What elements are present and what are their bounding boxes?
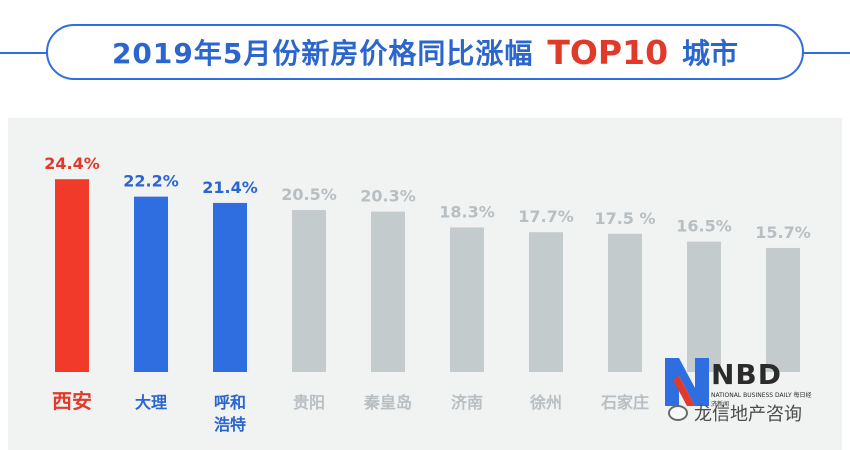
bar-2	[134, 196, 168, 372]
category-label-2: 大理	[135, 393, 167, 412]
category-label-7: 徐州	[529, 393, 562, 412]
bar-3	[213, 202, 247, 372]
wechat-icon	[668, 405, 688, 421]
value-label-5: 20.3%	[360, 187, 416, 206]
bar-10	[766, 247, 800, 372]
category-label-5: 秦皇岛	[363, 393, 412, 412]
value-label-1: 24.4%	[44, 154, 100, 173]
category-label-8: 石家庄	[600, 393, 649, 412]
bar-5	[371, 211, 405, 372]
bar-7	[529, 232, 563, 372]
value-label-4: 20.5%	[281, 185, 337, 204]
nbd-logo-text: NBD	[711, 358, 783, 391]
title-divider-right	[790, 52, 850, 54]
value-label-6: 18.3%	[439, 202, 495, 221]
category-label-3-line-2: 浩特	[214, 415, 246, 434]
value-label-3: 21.4%	[202, 178, 258, 197]
value-label-9: 16.5%	[676, 217, 732, 236]
value-label-8: 17.5 %	[594, 209, 655, 228]
bar-6	[450, 227, 484, 372]
value-label-2: 22.2%	[123, 172, 179, 191]
value-label-10: 15.7%	[755, 223, 811, 242]
chart-title-suffix: 城市	[682, 37, 739, 70]
watermark-text: 龙信地产咨询	[694, 404, 802, 425]
title-pill: 2019年5月份新房价格同比涨幅 TOP10 城市	[46, 24, 804, 80]
bar-1	[55, 179, 89, 372]
title-banner: 2019年5月份新房价格同比涨幅 TOP10 城市	[0, 0, 850, 110]
watermark: 龙信地产咨询	[668, 398, 802, 428]
value-label-7: 17.7%	[518, 207, 574, 226]
chart-title-accent: TOP10	[547, 32, 669, 72]
title-divider-left	[0, 52, 60, 54]
nbd-logo: NBD NATIONAL BUSINESS DAILY 每日经济新闻	[665, 358, 815, 408]
category-label-1: 西安	[52, 389, 92, 413]
category-label-4: 贵阳	[293, 393, 325, 412]
category-label-3-line-1: 呼和	[214, 393, 246, 412]
bar-8	[608, 233, 642, 372]
bar-9	[687, 241, 721, 372]
chart-title: 2019年5月份新房价格同比涨幅	[111, 37, 534, 70]
category-label-6: 济南	[451, 393, 483, 412]
nbd-logo-subtext: NATIONAL BUSINESS DAILY 每日经济新闻	[711, 392, 812, 408]
bar-4	[292, 210, 326, 372]
nbd-emblem-icon	[665, 358, 709, 406]
